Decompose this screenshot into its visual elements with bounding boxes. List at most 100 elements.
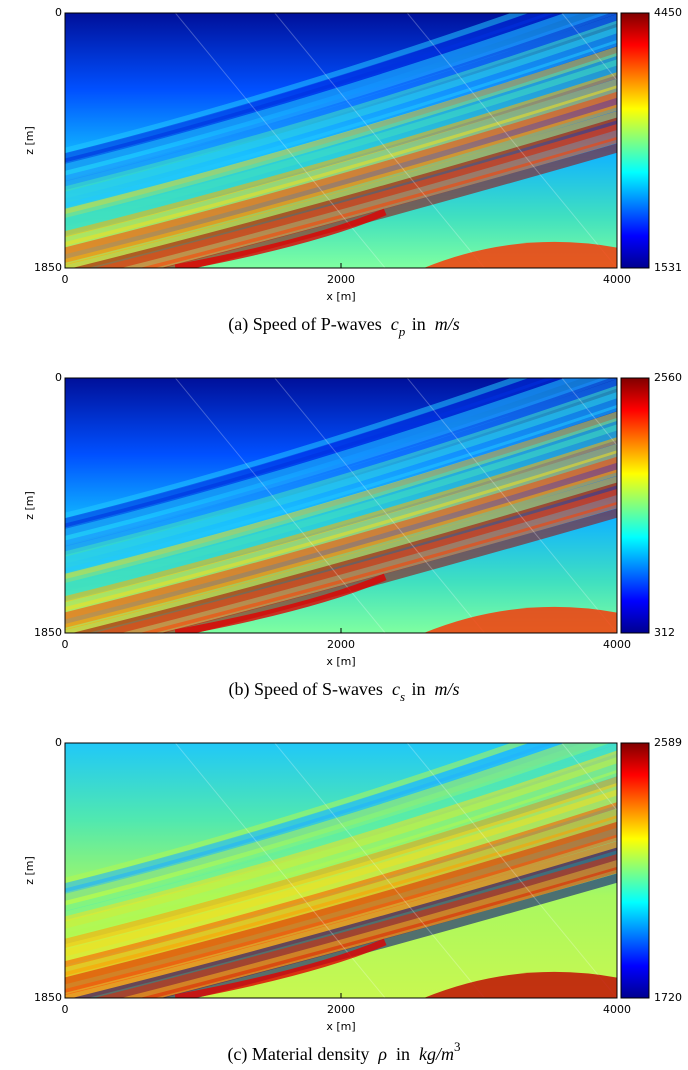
y-axis-label: z [m]	[23, 126, 36, 155]
x-tick-label: 0	[62, 273, 69, 286]
fault-line	[406, 378, 617, 633]
x-axis-label: x [m]	[326, 1020, 355, 1033]
caption-part: m/s	[435, 679, 460, 699]
layer-stripe	[65, 437, 617, 603]
layer-stripe	[65, 834, 617, 996]
layer-stripe	[65, 776, 617, 948]
layer-stripe	[65, 443, 617, 611]
layer-stripe	[65, 743, 556, 893]
bright-lens	[174, 938, 387, 998]
heatmap-image	[65, 743, 617, 998]
layer-stripe	[93, 854, 617, 998]
layer-stripe	[65, 841, 617, 998]
layer-stripe	[65, 13, 617, 182]
layer-stripe	[65, 39, 617, 210]
colorbar-tick-label: 2589	[654, 736, 682, 749]
layer-stripe	[139, 136, 617, 268]
caption-part: c	[392, 679, 400, 699]
layer-stripe	[65, 821, 617, 993]
caption-part: s	[400, 689, 412, 704]
layer-stripe	[160, 143, 617, 268]
y-tick-label: 1850	[34, 626, 62, 639]
layer-stripe	[65, 743, 611, 910]
layer-stripe	[139, 501, 617, 633]
layer-stripe	[65, 404, 617, 575]
caption-part: (a) Speed of P-waves	[228, 314, 390, 335]
layer-stripe	[65, 378, 556, 528]
caption-part: p	[398, 324, 412, 339]
layer-stripe	[65, 378, 617, 547]
bright-lens	[174, 208, 387, 268]
layer-stripe	[93, 489, 617, 633]
heatmap-image	[65, 378, 617, 633]
y-axis-label: z [m]	[23, 491, 36, 520]
layer-stripe	[65, 757, 617, 938]
x-tick-label: 4000	[603, 273, 631, 286]
caption-part: (b) Speed of S-waves	[228, 679, 391, 700]
bright-lens	[423, 971, 617, 998]
y-tick-label: 0	[55, 371, 62, 384]
fault-line	[274, 13, 485, 268]
layer-stripe	[65, 743, 530, 884]
colorbar	[620, 12, 650, 269]
layer-stripe	[65, 46, 617, 218]
x-tick-label: 4000	[603, 638, 631, 651]
caption-part: 3	[454, 1039, 461, 1054]
layer-stripe	[65, 13, 530, 154]
y-tick-label: 0	[55, 6, 62, 19]
bright-lens	[423, 241, 617, 268]
layer-stripe	[65, 78, 617, 246]
y-tick-label: 1850	[34, 261, 62, 274]
x-tick-label: 2000	[327, 273, 355, 286]
x-tick-label: 2000	[327, 1003, 355, 1016]
layer-stripe	[139, 866, 617, 998]
layer-stripe	[65, 27, 617, 208]
bright-lens	[423, 606, 617, 633]
layer-stripe	[65, 476, 617, 633]
x-tick-label: 0	[62, 638, 69, 651]
layer-stripe	[65, 72, 617, 238]
fault-line	[561, 13, 617, 81]
y-axis-label: z [m]	[23, 856, 36, 885]
x-tick-label: 2000	[327, 638, 355, 651]
layer-stripe	[65, 744, 617, 921]
layer-stripe	[65, 91, 617, 263]
colorbar-tick-label: 312	[654, 626, 675, 639]
x-axis-label: x [m]	[326, 290, 355, 303]
layer-stripe	[160, 873, 617, 998]
layer-stripe	[65, 802, 617, 968]
layer-stripe	[65, 14, 617, 191]
layer-stripe	[65, 392, 617, 573]
layer-stripe	[65, 111, 617, 268]
caption: (c) Material density ρ in kg/m3	[227, 1039, 460, 1065]
layer-stripe	[65, 59, 617, 235]
x-axis-label: x [m]	[326, 655, 355, 668]
caption-part: m/s	[435, 314, 460, 334]
fault-line	[274, 378, 485, 633]
caption: (b) Speed of S-waves cs in m/s	[228, 679, 459, 704]
caption-part: ρ	[377, 1044, 396, 1064]
layer-stripe	[65, 378, 530, 519]
layer-stripe	[65, 789, 617, 965]
layer-stripe	[65, 104, 617, 266]
x-tick-label: 4000	[603, 1003, 631, 1016]
layer-stripe	[65, 743, 617, 912]
fault-line	[406, 13, 617, 268]
layer-stripe	[160, 508, 617, 633]
caption-part: in	[396, 1044, 419, 1064]
layer-stripe	[65, 769, 617, 940]
layer-stripe	[65, 13, 556, 163]
layer-stripe	[65, 456, 617, 628]
layer-stripe	[93, 124, 617, 268]
y-tick-label: 0	[55, 736, 62, 749]
caption-part: kg/m	[419, 1044, 454, 1064]
fault-line	[561, 743, 617, 811]
layer-stripe	[65, 469, 617, 631]
caption-part: c	[391, 314, 399, 334]
layer-stripe	[65, 379, 617, 556]
bright-lens	[174, 573, 387, 633]
fault-line	[561, 378, 617, 446]
colorbar	[620, 742, 650, 999]
layer-stripe	[65, 13, 611, 180]
